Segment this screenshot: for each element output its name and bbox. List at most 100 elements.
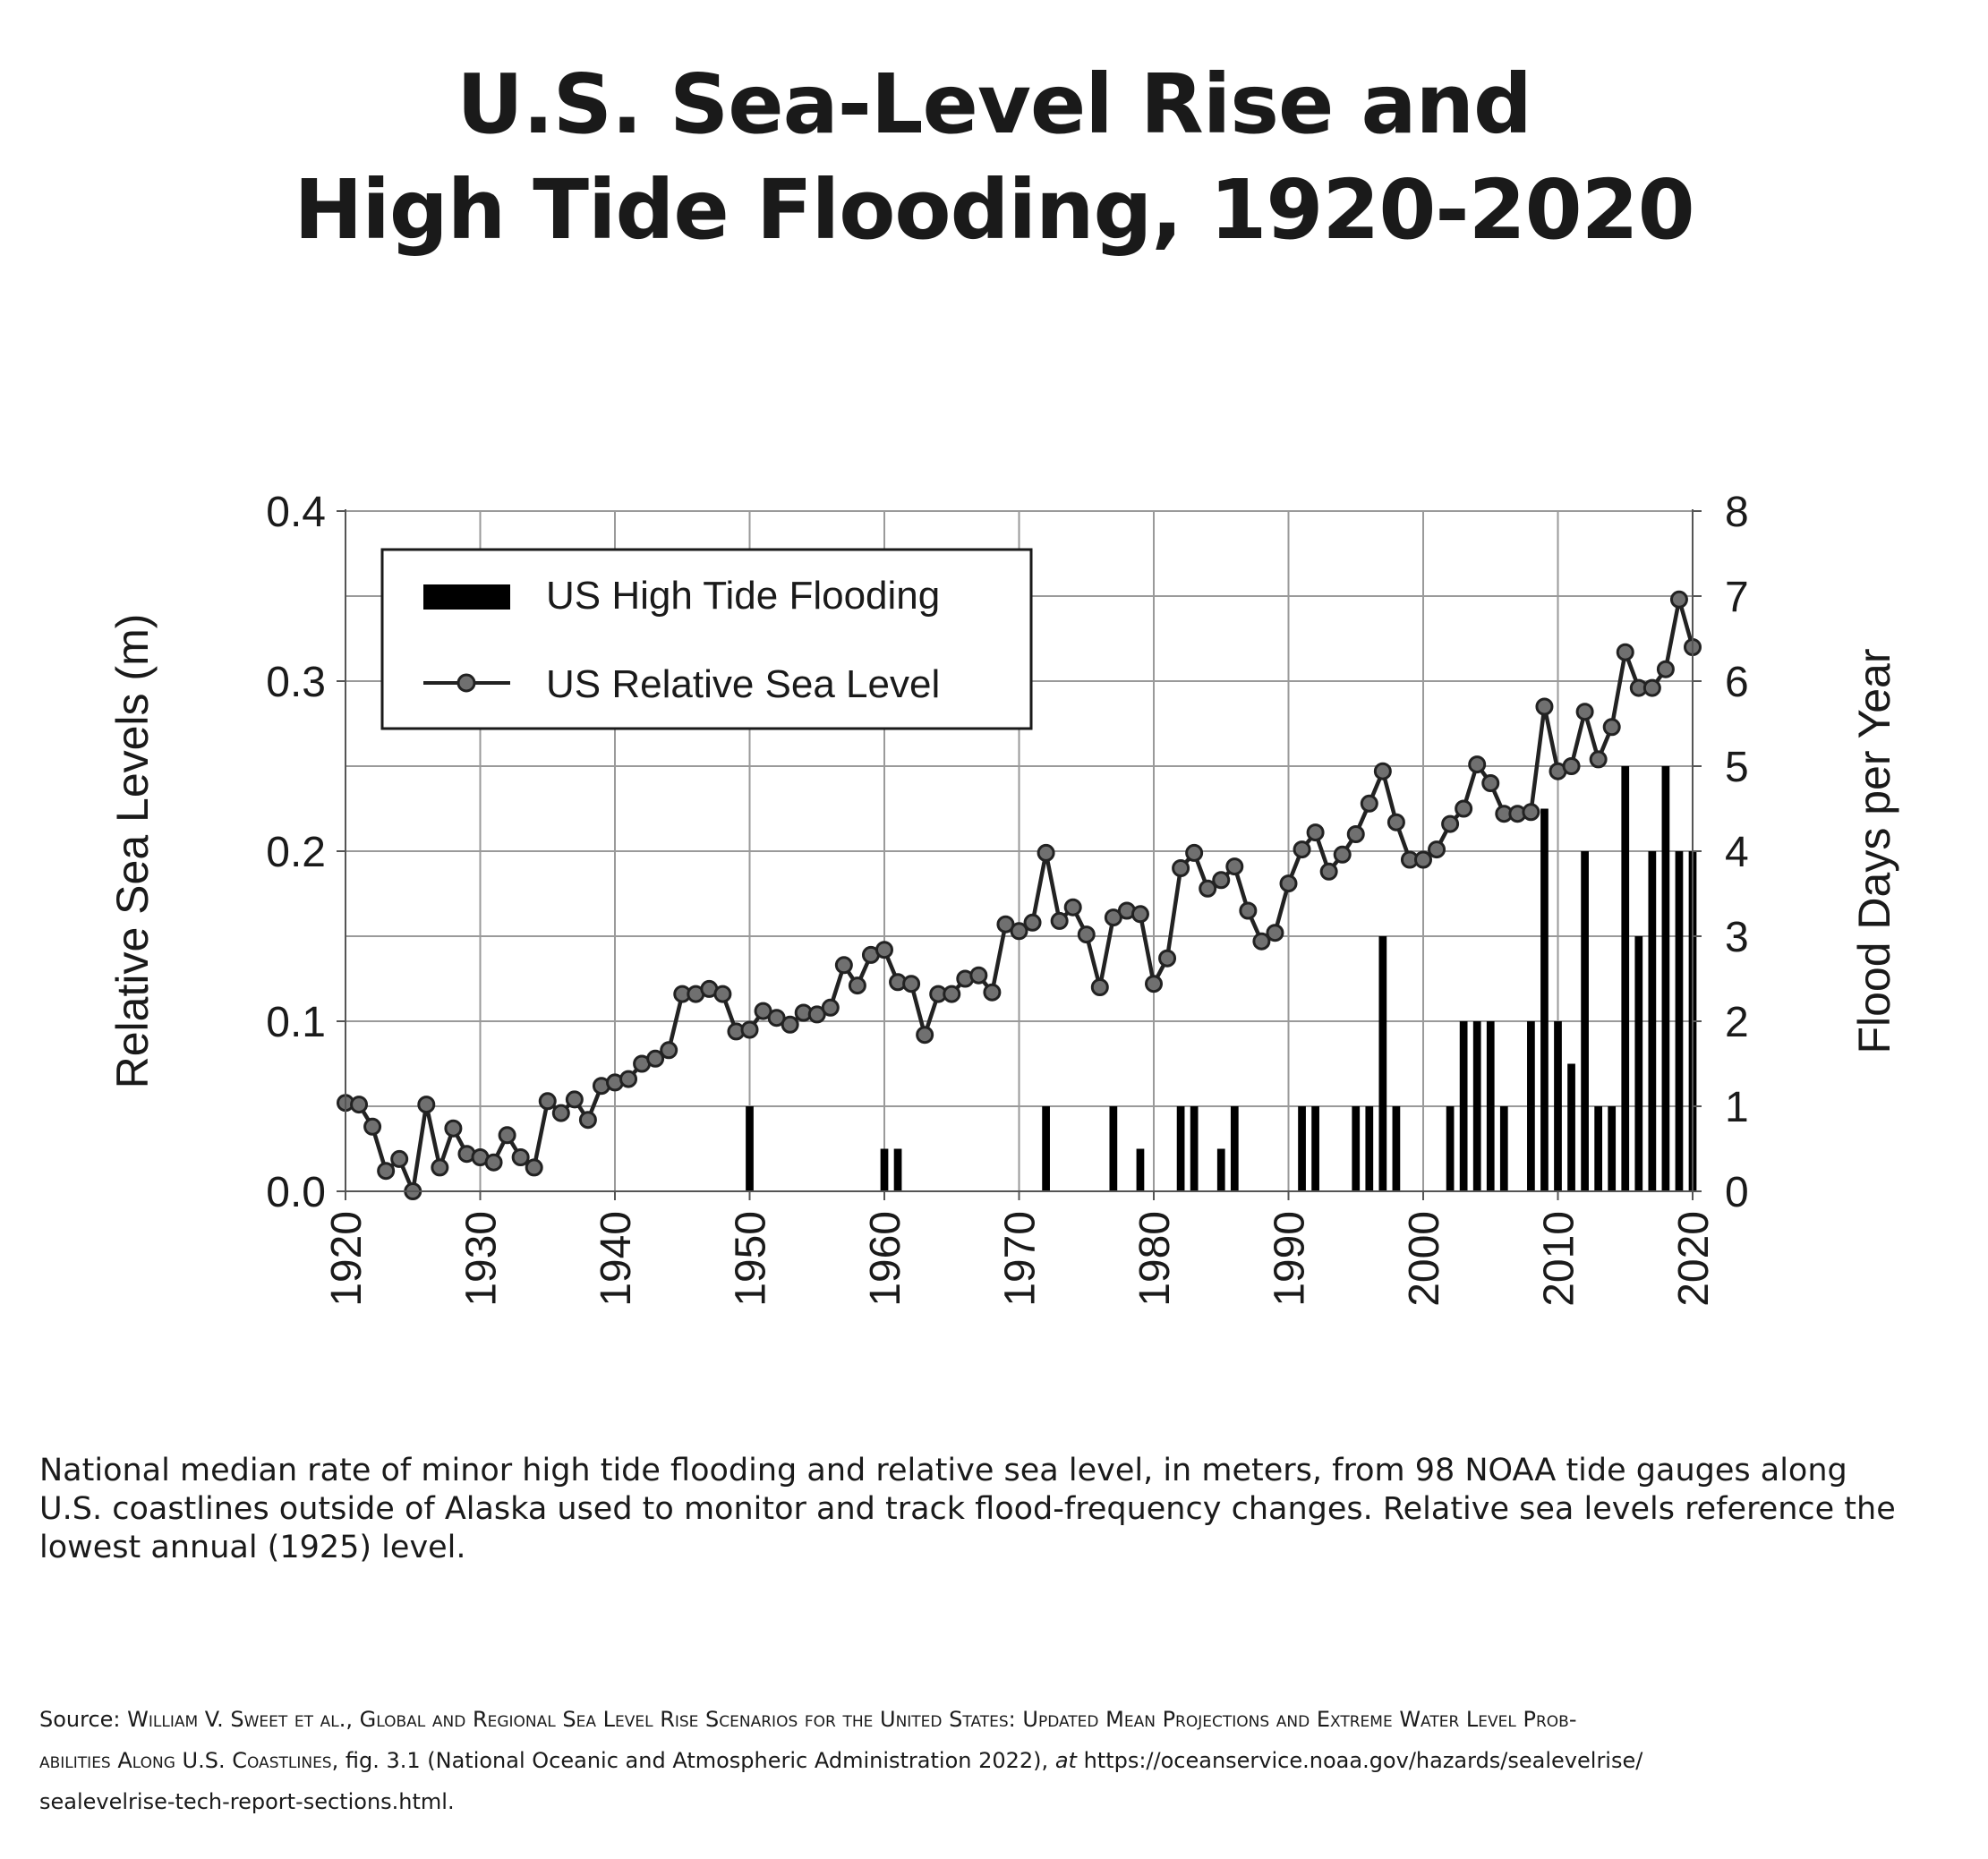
- x-tick-label: 1980: [1131, 1211, 1179, 1307]
- caption-line-1: National median rate of minor high tide …: [39, 1453, 1847, 1488]
- flood-bar: [1540, 808, 1549, 1191]
- y-left-tick-label: 0.0: [266, 1169, 326, 1216]
- y-right-tick-label: 7: [1725, 574, 1749, 621]
- sea-level-point: [646, 1049, 665, 1068]
- x-tick-label: 1940: [593, 1211, 640, 1307]
- flood-bar: [1216, 1148, 1225, 1191]
- sea-level-point: [498, 1126, 516, 1145]
- sea-level-point: [1266, 924, 1284, 942]
- flood-bar: [1554, 1021, 1562, 1191]
- sea-level-point: [1589, 750, 1608, 769]
- flooding-bars: [746, 766, 1697, 1191]
- sea-level-point: [740, 1020, 759, 1039]
- y-right-tick-label: 5: [1725, 744, 1749, 791]
- sea-level-point: [834, 956, 853, 975]
- flood-bar: [1459, 1021, 1468, 1191]
- sea-level-point: [511, 1148, 530, 1166]
- caption-line-3: lowest annual (1925) level.: [39, 1530, 466, 1565]
- flood-bar: [1311, 1106, 1319, 1191]
- sea-level-point: [538, 1092, 557, 1111]
- figure-caption: National median rate of minor high tide …: [39, 1452, 1955, 1567]
- flood-bar: [1621, 766, 1630, 1191]
- sea-level-point: [1333, 845, 1352, 864]
- flood-bar: [1608, 1106, 1617, 1191]
- x-tick-label: 2000: [1401, 1211, 1448, 1307]
- source-citation: Source: William V. Sweet et al., Global …: [39, 1699, 1964, 1822]
- flood-bar: [1136, 1148, 1145, 1191]
- sea-level-point: [943, 985, 961, 1003]
- sea-level-point: [1104, 908, 1122, 927]
- sea-level-point: [1481, 774, 1500, 792]
- sea-level-point: [875, 941, 893, 959]
- flood-bar: [1190, 1106, 1199, 1191]
- sea-level-point: [1050, 911, 1069, 930]
- sea-level-point: [1669, 590, 1688, 609]
- flood-bar: [1392, 1106, 1401, 1191]
- sea-level-point: [1279, 874, 1298, 893]
- sea-level-point: [525, 1158, 543, 1177]
- flood-bar: [1486, 1021, 1495, 1191]
- y-right-tick-label: 4: [1725, 829, 1749, 876]
- sea-level-point: [1428, 840, 1446, 859]
- sea-level-point: [754, 1002, 772, 1020]
- source-authors-title-1: William V. Sweet et al., Global and Regi…: [127, 1707, 1577, 1732]
- flood-bar: [1446, 1106, 1455, 1191]
- x-tick-label: 2020: [1670, 1211, 1718, 1307]
- sea-level-point: [1185, 843, 1204, 862]
- sea-level-point: [578, 1111, 597, 1130]
- flood-bar: [1594, 1106, 1603, 1191]
- title-line-2: High Tide Flooding, 1920-2020: [294, 162, 1694, 258]
- sea-level-point: [821, 998, 840, 1017]
- sea-level-point: [1616, 643, 1634, 661]
- legend-label-sea-level: US Relative Sea Level: [546, 662, 940, 706]
- sea-level-point: [1346, 825, 1365, 843]
- sea-level-point: [1212, 871, 1231, 890]
- sea-level-point: [996, 915, 1015, 934]
- sea-level-point: [1023, 913, 1042, 932]
- sea-level-point: [484, 1153, 503, 1172]
- flood-bar: [1675, 851, 1684, 1191]
- y-right-axis-label: Flood Days per Year: [1849, 648, 1899, 1053]
- sea-level-point: [417, 1096, 436, 1114]
- sea-level-point: [848, 976, 866, 995]
- flood-bar: [880, 1148, 889, 1191]
- sea-level-point: [1131, 905, 1149, 924]
- source-authors-title-2: abilities Along U.S. Coastlines: [39, 1748, 332, 1773]
- sea-level-point: [431, 1158, 449, 1177]
- sea-level-point: [363, 1117, 382, 1136]
- y-right-tick-label: 2: [1725, 999, 1749, 1046]
- x-tick-label: 1930: [458, 1211, 506, 1307]
- x-tick-label: 1920: [323, 1211, 371, 1307]
- sea-level-point: [1252, 932, 1271, 951]
- sea-level-point: [767, 1009, 786, 1028]
- sea-level-point: [1602, 718, 1621, 737]
- sea-level-point: [390, 1149, 409, 1168]
- chart-title: U.S. Sea-Level Rise and High Tide Floodi…: [0, 52, 1988, 263]
- x-tick-label: 2010: [1536, 1211, 1583, 1307]
- chart: 0.0 0.1 0.2 0.3 0.4 0 1 2 3 4 5 6 7 8 1920 1930 1940 1950…: [107, 489, 1899, 1307]
- y-left-tick-label: 0.4: [266, 489, 326, 536]
- x-tick-label: 1970: [997, 1211, 1045, 1307]
- sea-level-point: [1360, 794, 1378, 813]
- flood-bar: [746, 1106, 754, 1191]
- sea-level-point: [1373, 762, 1392, 780]
- y-right-tick-label: 1: [1725, 1084, 1749, 1131]
- y-left-tick-label: 0.3: [266, 659, 326, 706]
- source-publication: , fig. 3.1 (National Oceanic and Atmosph…: [331, 1748, 1055, 1773]
- source-url-1: https://oceanservice.noaa.gov/hazards/se…: [1076, 1748, 1643, 1773]
- sea-level-point: [1441, 814, 1460, 833]
- y-right-tick-label: 3: [1725, 914, 1749, 961]
- sea-level-point: [1455, 799, 1473, 818]
- flood-bar: [1230, 1106, 1239, 1191]
- legend-bar-swatch: [423, 584, 510, 610]
- flood-bar: [893, 1148, 902, 1191]
- sea-level-point: [983, 983, 1002, 1002]
- sea-level-point: [1562, 757, 1581, 775]
- sea-level-point: [1306, 823, 1325, 842]
- sea-level-point: [1293, 840, 1311, 859]
- source-prefix: Source:: [39, 1707, 128, 1732]
- flood-bar: [1365, 1106, 1374, 1191]
- flood-bar: [1567, 1063, 1575, 1191]
- legend-label-flooding: US High Tide Flooding: [546, 574, 940, 618]
- flood-bar: [1378, 936, 1387, 1191]
